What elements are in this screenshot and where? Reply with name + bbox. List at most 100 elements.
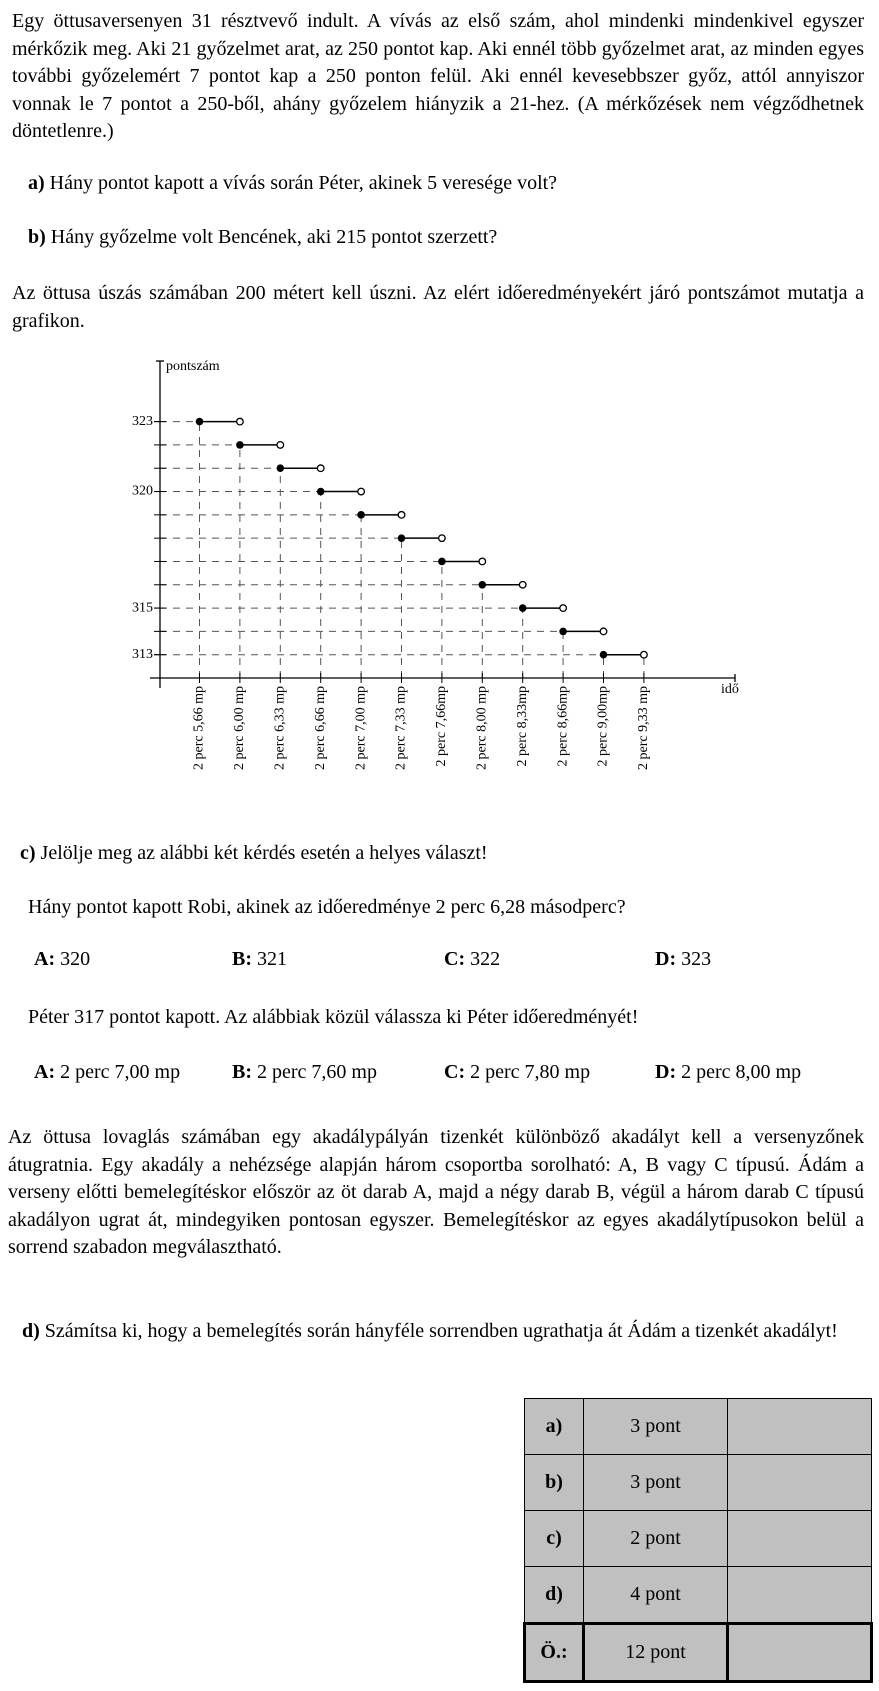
y-tick-label: 323 bbox=[132, 414, 153, 429]
step-start bbox=[276, 464, 285, 473]
table-cell: 3 pont bbox=[583, 1454, 728, 1511]
step-end bbox=[276, 440, 285, 449]
x-tick-label: 2 perc 7,00 mp bbox=[353, 686, 368, 770]
text: Hány pontot kapott a vívás során Péter, … bbox=[49, 172, 558, 194]
step-start bbox=[478, 580, 487, 589]
x-tick-label: 2 perc 8,66mp bbox=[555, 686, 570, 766]
step-start bbox=[559, 627, 567, 636]
label: d) bbox=[22, 1320, 40, 1342]
option: A: 320 bbox=[34, 948, 90, 971]
option-text: 2 perc 8,00 mp bbox=[681, 1061, 802, 1083]
table-cell: a) bbox=[524, 1398, 584, 1455]
table-row: b) 3 pont bbox=[524, 1454, 872, 1511]
intro: Egy öttusaversenyen 31 résztvevő indult.… bbox=[12, 10, 864, 142]
x-tick-label: 2 perc 6,33 mp bbox=[273, 686, 288, 770]
table-cell bbox=[726, 1622, 873, 1683]
y-tick-label: 320 bbox=[132, 484, 153, 499]
y-tick-label: 315 bbox=[132, 600, 153, 615]
step-end bbox=[559, 604, 568, 613]
label: b) bbox=[28, 226, 46, 248]
x-tick-label: 2 perc 9,33 mp bbox=[636, 686, 651, 770]
option: D: 323 bbox=[655, 948, 711, 971]
option-text: 323 bbox=[681, 948, 712, 970]
chart: pontszám idő 313 315 320 323 2 perc 5,66 mp 2 p… bbox=[132, 359, 739, 770]
step-start bbox=[599, 650, 608, 659]
step-end bbox=[235, 417, 244, 426]
table-cell bbox=[727, 1566, 872, 1624]
option-letter: A: bbox=[34, 948, 56, 970]
step-end bbox=[518, 580, 527, 589]
y-axis-label: pontszám bbox=[166, 359, 220, 374]
option: C: 2 perc 7,80 mp bbox=[444, 1061, 590, 1084]
step-end bbox=[639, 650, 648, 659]
x-tick-label: 2 perc 9,00mp bbox=[596, 686, 611, 766]
option-text: 320 bbox=[60, 948, 91, 970]
table-row: c) 2 pont bbox=[524, 1510, 872, 1567]
c-question-2: Péter 317 pontot kapott. Az alábbiak köz… bbox=[28, 1006, 639, 1028]
step-start bbox=[316, 487, 325, 496]
question-c: c) Jelölje meg az alábbi két kérdés eset… bbox=[20, 840, 488, 868]
option-letter: B: bbox=[232, 948, 252, 970]
option-letter: D: bbox=[655, 948, 677, 970]
x-tick-label: 2 perc 7,66mp bbox=[434, 686, 449, 766]
x-tick-label: 2 perc 5,66 mp bbox=[192, 686, 207, 770]
c-question-1: Hány pontot kapott Robi, akinek az időer… bbox=[28, 896, 626, 918]
y-tick-label: 313 bbox=[132, 647, 153, 662]
step-end bbox=[357, 487, 366, 496]
option-letter: C: bbox=[444, 1061, 466, 1083]
step-end bbox=[478, 557, 487, 566]
table-cell: 12 pont bbox=[582, 1622, 729, 1683]
option-text: 321 bbox=[257, 948, 287, 970]
x-tick-label: 2 perc 8,00 mp bbox=[475, 686, 490, 770]
label: c) bbox=[20, 842, 36, 864]
question-d: d) Számítsa ki, hogy a bemelegítés során… bbox=[22, 1318, 879, 1346]
table-row: Ö.: 12 pont bbox=[523, 1622, 873, 1683]
step-end bbox=[599, 627, 608, 636]
step-start bbox=[438, 557, 446, 566]
option: A: 2 perc 7,00 mp bbox=[34, 1061, 180, 1084]
x-tick-label: 2 perc 8,33mp bbox=[515, 686, 530, 766]
score-table: a) 3 pont b) 3 pont c) 2 pont d) 4 pont Ö.: 12 po… bbox=[523, 1398, 873, 1683]
step-end bbox=[316, 464, 325, 473]
option-text: 322 bbox=[470, 948, 501, 970]
swim-text: Az öttusa úszás számában 200 métert kell… bbox=[12, 282, 864, 332]
step-start bbox=[518, 604, 527, 612]
option: B: 321 bbox=[232, 948, 287, 971]
step-start bbox=[236, 441, 244, 449]
table-cell bbox=[727, 1510, 872, 1567]
table-cell: 3 pont bbox=[583, 1398, 728, 1455]
table-cell bbox=[727, 1398, 872, 1455]
x-tick-label: 2 perc 6,66 mp bbox=[313, 686, 328, 770]
option-text: 2 perc 7,60 mp bbox=[257, 1061, 377, 1083]
option-letter: B: bbox=[232, 1061, 252, 1083]
x-axis-label: idő bbox=[721, 682, 739, 697]
option-text: 2 perc 7,00 mp bbox=[60, 1061, 181, 1083]
option: D: 2 perc 8,00 mp bbox=[655, 1061, 801, 1084]
text: Jelölje meg az alábbi két kérdés esetén … bbox=[40, 842, 488, 864]
riding-text: Az öttusa lovaglás számában egy akadályp… bbox=[8, 1126, 864, 1258]
table-cell: c) bbox=[524, 1510, 584, 1567]
option-letter: A: bbox=[34, 1061, 56, 1083]
text: Számítsa ki, hogy a bemelegítés során há… bbox=[44, 1320, 838, 1342]
step-end bbox=[437, 534, 446, 543]
question-b: b) Hány győzelme volt Bencének, aki 215 … bbox=[28, 224, 497, 252]
table-cell: d) bbox=[524, 1566, 584, 1624]
text: Hány győzelme volt Bencének, aki 215 pon… bbox=[50, 226, 498, 248]
option-letter: D: bbox=[655, 1061, 677, 1083]
option: C: 322 bbox=[444, 948, 500, 971]
table-row: d) 4 pont bbox=[524, 1566, 872, 1624]
step-start bbox=[195, 417, 204, 426]
option-text: 2 perc 7,80 mp bbox=[470, 1061, 591, 1083]
step-start bbox=[397, 534, 406, 542]
label: a) bbox=[28, 172, 45, 194]
table-cell: 4 pont bbox=[583, 1566, 728, 1624]
step-start bbox=[357, 511, 365, 519]
option: B: 2 perc 7,60 mp bbox=[232, 1061, 377, 1084]
table-cell bbox=[727, 1454, 872, 1511]
table-cell: 2 pont bbox=[583, 1510, 728, 1567]
option-letter: C: bbox=[444, 948, 466, 970]
table-row: a) 3 pont bbox=[524, 1398, 872, 1455]
table-cell: Ö.: bbox=[523, 1622, 585, 1683]
question-a: a) Hány pontot kapott a vívás során Péte… bbox=[28, 170, 557, 198]
